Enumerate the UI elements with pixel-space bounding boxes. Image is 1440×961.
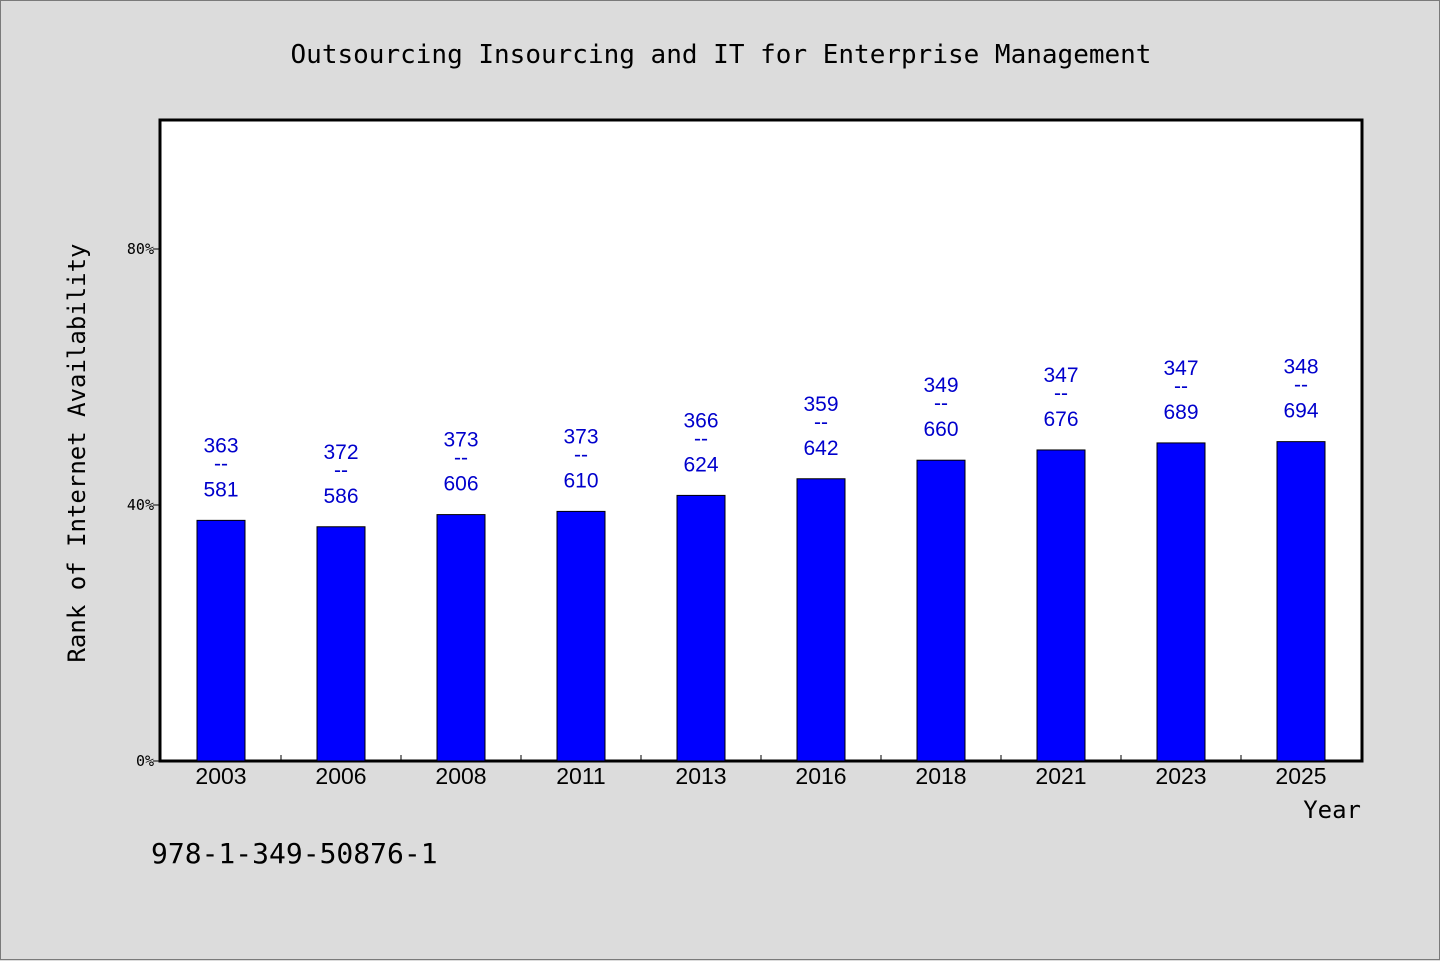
data-label-separator: --	[334, 459, 348, 482]
x-tick-label: 2016	[795, 763, 846, 789]
y-axis-label: Rank of Internet Availability	[63, 243, 91, 662]
y-tick-label: 40%	[127, 496, 154, 514]
y-tick-label: 80%	[127, 240, 154, 258]
bars-group	[196, 441, 1326, 762]
data-label-top: 347	[1163, 357, 1198, 380]
x-tick-label: 2021	[1035, 763, 1086, 789]
data-label-top: 347	[1043, 364, 1078, 387]
data-label-separator: --	[574, 443, 588, 466]
bar	[1156, 442, 1206, 762]
footer-code: 978-1-349-50876-1	[151, 837, 438, 870]
data-label-separator: --	[454, 447, 468, 470]
data-label-bottom: 694	[1283, 400, 1318, 423]
data-label-top: 373	[563, 425, 598, 448]
data-label-top: 372	[323, 441, 358, 464]
y-tick-label: 0%	[136, 752, 154, 770]
bar	[196, 519, 246, 762]
data-label-bottom: 676	[1043, 408, 1078, 431]
chart-title: Outsourcing Insourcing and IT for Enterp…	[291, 40, 1152, 70]
y-axis-ticks: 0% 40% 80%	[127, 240, 161, 770]
data-label-separator: --	[1294, 374, 1308, 397]
data-label-bottom: 581	[203, 478, 238, 501]
bar	[316, 526, 366, 762]
data-label-top: 366	[683, 409, 718, 432]
data-label-bottom: 660	[923, 418, 958, 441]
x-tick-label: 2008	[435, 763, 486, 789]
data-label-bottom: 606	[443, 473, 478, 496]
data-label-bottom: 624	[683, 453, 718, 476]
x-tick-label: 2025	[1275, 763, 1326, 789]
data-label-bottom: 689	[1163, 401, 1198, 424]
x-tick-label: 2013	[675, 763, 726, 789]
data-label-top: 359	[803, 393, 838, 416]
bar	[436, 514, 486, 762]
data-label-separator: --	[694, 427, 708, 450]
x-tick-label: 2011	[556, 763, 605, 789]
x-tick-label: 2023	[1155, 763, 1206, 789]
data-label-separator: --	[1174, 375, 1188, 398]
data-labels-group: 363--581372--586373--606373--610366--624…	[203, 356, 1318, 508]
data-label-top: 348	[1283, 356, 1318, 379]
bar	[916, 459, 966, 762]
x-tick-label: 2003	[195, 763, 246, 789]
bar	[1036, 449, 1086, 762]
data-label-separator: --	[934, 392, 948, 415]
bar	[676, 494, 726, 762]
bar	[556, 510, 606, 762]
x-axis-ticks: 2003 2006 2008 2011 2013 2016 2018 2021 2023 2025	[195, 755, 1327, 789]
data-label-separator: --	[1054, 382, 1068, 405]
x-tick-label: 2006	[315, 763, 366, 789]
data-label-separator: --	[214, 452, 228, 475]
x-axis-label: Year	[1303, 796, 1361, 824]
x-tick-label: 2018	[915, 763, 966, 789]
data-label-bottom: 610	[563, 469, 598, 492]
data-label-separator: --	[814, 411, 828, 434]
data-label-top: 363	[203, 434, 238, 457]
data-label-top: 349	[923, 374, 958, 397]
data-label-bottom: 586	[323, 485, 358, 508]
bar	[796, 478, 846, 762]
data-label-bottom: 642	[803, 437, 838, 460]
data-label-top: 373	[443, 429, 478, 452]
bar	[1276, 441, 1326, 762]
